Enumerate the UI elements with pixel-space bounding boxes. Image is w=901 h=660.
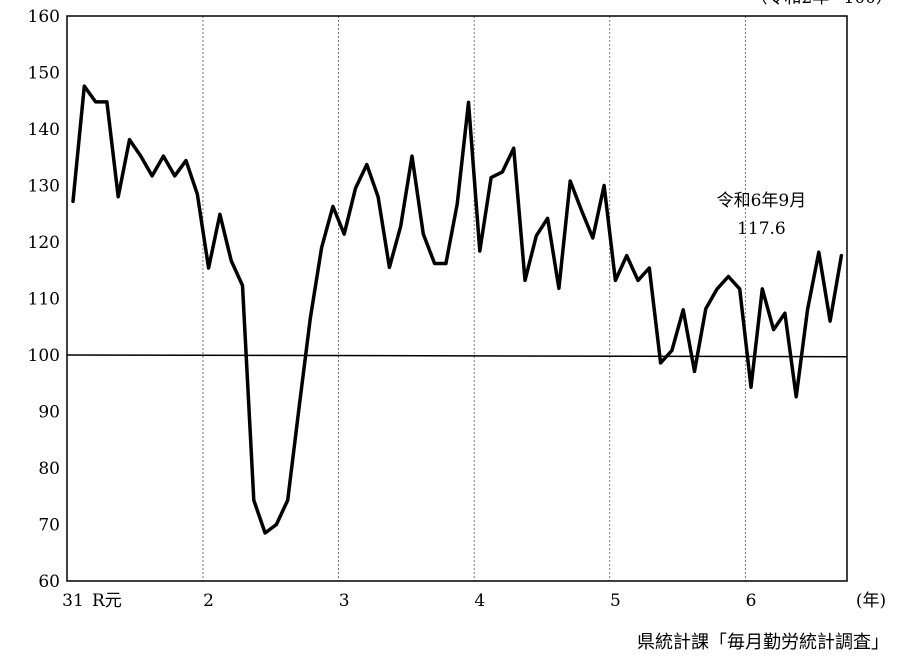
y-tick-label: 150 <box>28 64 60 84</box>
y-tick-label: 70 <box>38 516 60 536</box>
annotation-date: 令和6年9月 <box>717 191 807 211</box>
reference-line-100 <box>66 354 848 358</box>
x-tick-label: R元 <box>92 591 122 611</box>
y-tick-label: 120 <box>28 233 60 253</box>
y-tick-label: 160 <box>28 7 60 27</box>
base-year-note: （令和2年=100） <box>750 0 893 8</box>
x-tick-label: 31 <box>62 591 84 611</box>
x-tick-label: 3 <box>339 591 350 611</box>
annotation-value: 117.6 <box>737 219 786 239</box>
y-tick-label: 80 <box>38 459 60 479</box>
year-gridlines <box>202 16 746 581</box>
y-tick-label: 140 <box>28 120 60 140</box>
plot-frame <box>66 15 848 582</box>
x-tick-label: 4 <box>474 591 485 611</box>
x-axis-unit: (年) <box>856 591 886 611</box>
y-tick-label: 100 <box>28 346 60 366</box>
x-tick-label: 5 <box>610 591 621 611</box>
y-tick-label: 130 <box>28 177 60 197</box>
y-tick-label: 90 <box>38 403 60 423</box>
y-tick-label: 60 <box>38 572 60 592</box>
x-axis-ticks: 31 R元 2 3 4 5 6 <box>62 591 756 611</box>
x-tick-label: 2 <box>203 591 214 611</box>
source-note: 県統計課「毎月勤労統計調査」 <box>637 632 889 653</box>
y-tick-label: 110 <box>28 290 60 310</box>
x-tick-label: 6 <box>746 591 757 611</box>
y-axis-ticks: 60 70 80 90 100 110 120 130 140 150 160 <box>28 7 60 592</box>
series-line <box>71 84 844 535</box>
